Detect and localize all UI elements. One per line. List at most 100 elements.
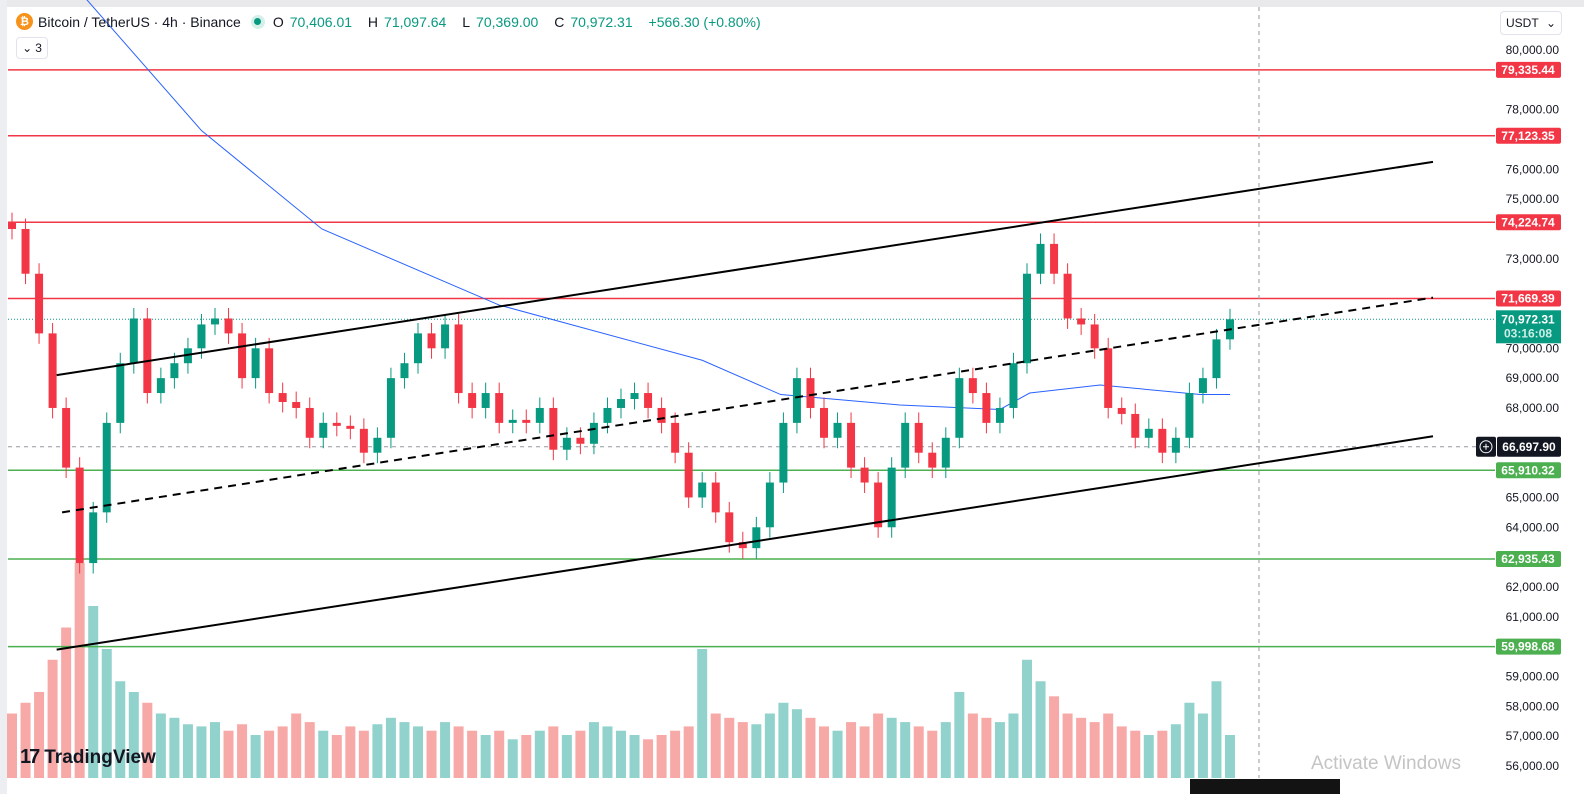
candle-body — [901, 422, 910, 468]
candle-body — [833, 422, 842, 438]
candle-body — [197, 324, 206, 349]
price-change: +566.30 (+0.80%) — [648, 13, 761, 30]
volume-bar — [426, 730, 437, 778]
candle-body — [508, 419, 517, 423]
volume-bar — [981, 717, 992, 778]
resistance-price-label: 71,669.39 — [1501, 292, 1555, 306]
volume-bar — [494, 730, 505, 778]
candle-body — [765, 482, 774, 528]
volume-bar — [697, 649, 708, 778]
volume-bar — [616, 730, 626, 778]
support-price-label-background — [1496, 551, 1561, 568]
crosshair-price-label-background — [1497, 436, 1561, 457]
volume-bar — [61, 627, 72, 778]
candle-body — [576, 437, 585, 444]
currency-select[interactable]: USDT ⌄ — [1500, 11, 1562, 35]
price-tick-label: 68,000.00 — [1506, 401, 1560, 415]
candle-body — [914, 422, 923, 453]
volume-bar — [900, 722, 911, 778]
resistance-price-label-background — [1496, 127, 1561, 144]
candle-body — [1131, 413, 1140, 438]
candle-body — [752, 527, 761, 549]
volume-bar — [385, 717, 396, 778]
candle-body — [332, 422, 341, 426]
candle-body — [995, 407, 1004, 423]
candle-body — [535, 407, 544, 423]
price-tick-label: 62,000.00 — [1506, 580, 1560, 594]
resistance-price-label: 74,224.74 — [1501, 215, 1555, 229]
resistance-price-label-background — [1496, 290, 1561, 307]
volume-bar — [358, 730, 369, 778]
volume-bar — [710, 713, 721, 778]
candle-body — [1212, 339, 1221, 379]
candle-body — [129, 318, 138, 364]
support-price-label-background — [1496, 462, 1561, 479]
candle-body — [238, 333, 247, 379]
volume-bar — [47, 659, 58, 778]
volume-bar — [210, 722, 220, 778]
indicators-toggle-button[interactable]: ⌄ 3 — [16, 37, 48, 59]
price-axis[interactable]: 80,000.00 78,000.00 76,000.00 75,000.00 73,0… — [1495, 7, 1584, 794]
volume-bar — [34, 692, 45, 778]
volume-bar — [467, 730, 478, 778]
volume-bar — [372, 724, 383, 778]
candle-body — [779, 422, 788, 483]
candle-body — [1158, 428, 1167, 453]
volume-bar — [1197, 713, 1208, 778]
price-tick-label: 61,000.00 — [1506, 610, 1560, 624]
volume-bar — [169, 717, 180, 778]
volume-bar — [155, 713, 166, 778]
candle-body — [941, 437, 950, 468]
price-tick-label: 65,000.00 — [1506, 490, 1560, 504]
volume-bar — [331, 735, 342, 778]
candle-body — [725, 512, 734, 543]
volume-bar — [670, 730, 681, 778]
volume-bar — [182, 724, 193, 778]
candle-body — [62, 407, 71, 468]
volume-bar — [886, 717, 897, 778]
volume-bar — [1184, 702, 1195, 778]
candle-body — [1077, 318, 1086, 325]
candle-body — [644, 393, 653, 408]
candle-body — [495, 393, 504, 423]
volume-bar — [561, 735, 572, 778]
candle-body — [684, 452, 693, 498]
candle-body — [75, 467, 84, 564]
candle-body — [887, 467, 896, 528]
support-price-label: 62,935.43 — [1501, 552, 1555, 566]
volume-bar — [318, 730, 329, 778]
chevron-down-icon: ⌄ — [1545, 16, 1556, 30]
candle-body — [8, 223, 16, 229]
mid-channel-trendline[interactable] — [61, 296, 1434, 514]
price-axis-labels: 79,335.44 77,123.35 74,224.74 71,669.39 65,9… — [1476, 61, 1561, 655]
volume-bar — [602, 726, 613, 778]
trendlines[interactable] — [56, 160, 1434, 651]
candle-body — [874, 482, 883, 528]
volume-bar — [805, 717, 816, 778]
symbol-title[interactable]: Bitcoin / TetherUS · 4h · Binance — [38, 13, 241, 30]
lower-channel-trendline[interactable] — [56, 435, 1434, 651]
volume-bar — [223, 730, 234, 778]
volume-bar — [88, 606, 99, 778]
candle-body — [549, 407, 558, 450]
volume-bar — [1076, 717, 1087, 778]
price-tick-label: 80,000.00 — [1506, 43, 1560, 57]
candle-body — [35, 273, 44, 334]
price-tick-label: 59,000.00 — [1506, 669, 1560, 683]
volume-bar — [737, 722, 748, 778]
tradingview-logo[interactable]: 17 TradingView — [20, 746, 156, 768]
candle-body — [373, 437, 382, 453]
upper-channel-trendline[interactable] — [56, 160, 1434, 377]
volume-pane — [7, 563, 1235, 778]
volume-bar — [7, 713, 17, 778]
candle-body — [116, 363, 125, 423]
candle-body — [955, 378, 964, 438]
candle-body — [738, 542, 747, 549]
candle-body — [386, 378, 395, 438]
price-tick-label: 78,000.00 — [1506, 103, 1560, 117]
resistance-price-label: 77,123.35 — [1501, 129, 1555, 143]
candle-body — [102, 422, 111, 513]
resistance-price-label-background — [1496, 61, 1561, 78]
volume-bar — [128, 692, 139, 778]
